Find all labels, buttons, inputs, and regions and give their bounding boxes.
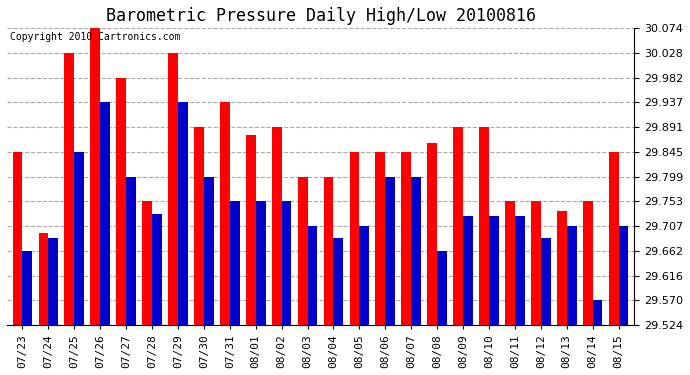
Bar [152, 214, 162, 325]
Bar [531, 201, 541, 325]
Title: Barometric Pressure Daily High/Low 20100816: Barometric Pressure Daily High/Low 20100… [106, 7, 535, 25]
Bar [479, 127, 489, 325]
Bar [308, 226, 317, 325]
Bar [505, 201, 515, 325]
Bar [117, 78, 126, 325]
Bar [557, 211, 566, 325]
Bar [282, 201, 291, 325]
Bar [359, 226, 369, 325]
Bar [90, 28, 100, 325]
Bar [333, 238, 344, 325]
Bar [204, 177, 214, 325]
Bar [463, 216, 473, 325]
Bar [256, 201, 266, 325]
Bar [246, 135, 256, 325]
Bar [230, 201, 239, 325]
Bar [272, 127, 282, 325]
Bar [385, 177, 395, 325]
Bar [609, 152, 618, 325]
Bar [375, 152, 385, 325]
Bar [583, 201, 593, 325]
Bar [75, 152, 84, 325]
Bar [168, 53, 178, 325]
Bar [100, 102, 110, 325]
Bar [194, 127, 204, 325]
Bar [427, 142, 437, 325]
Bar [39, 233, 48, 325]
Bar [593, 300, 602, 325]
Bar [402, 152, 411, 325]
Bar [453, 127, 463, 325]
Bar [541, 238, 551, 325]
Bar [566, 226, 577, 325]
Bar [178, 102, 188, 325]
Bar [12, 152, 23, 325]
Bar [324, 177, 333, 325]
Bar [220, 102, 230, 325]
Bar [411, 177, 421, 325]
Bar [48, 238, 58, 325]
Bar [350, 152, 359, 325]
Text: Copyright 2010 Cartronics.com: Copyright 2010 Cartronics.com [10, 32, 181, 42]
Bar [297, 177, 308, 325]
Bar [126, 177, 136, 325]
Bar [437, 251, 447, 325]
Bar [64, 53, 75, 325]
Bar [23, 251, 32, 325]
Bar [489, 216, 499, 325]
Bar [142, 201, 152, 325]
Bar [515, 216, 524, 325]
Bar [618, 226, 629, 325]
